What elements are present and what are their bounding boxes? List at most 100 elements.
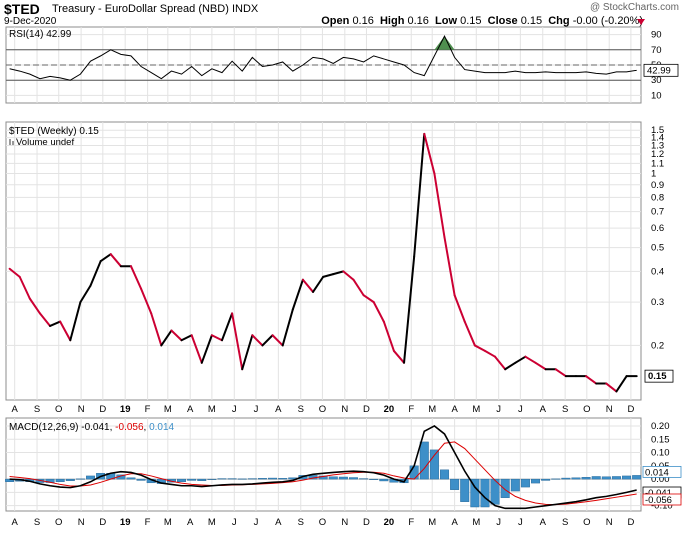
macd-histogram-bar [571,477,581,480]
price-segment [534,361,547,371]
macd-histogram-bar [510,478,520,492]
macd-histogram-bar [348,477,358,480]
x-axis-label-upper: 19 [120,404,131,415]
x-axis-label-upper: 20 [384,404,395,415]
x-axis-label-lower: S [298,517,304,528]
price-segment [170,329,183,342]
x-axis-label-upper: J [518,404,523,415]
x-axis-label-upper: N [341,404,348,415]
macd-histogram-bar [369,478,379,480]
price-segment [322,273,335,278]
price-segment [312,275,325,293]
price-segment [301,278,315,293]
price-legend: $TED (Weekly) 0.15 [9,126,99,137]
x-axis-label-upper: J [496,404,501,415]
macd-histogram-bar [419,441,429,480]
macd-histogram-bar [480,478,490,508]
macd-histogram-bar [601,476,611,480]
macd-histogram-bar [611,476,621,480]
price-segment [382,320,395,352]
price-segment [281,308,294,347]
macd-histogram-bar [551,478,561,480]
price-segment [524,355,537,364]
price-ytick-label: 0.7 [651,207,664,218]
macd-histogram-bar [460,478,470,502]
x-axis-label-lower: 20 [384,517,395,528]
open-value: 0.16 [352,15,374,27]
macd-histogram-bar [561,477,571,480]
price-segment [200,334,213,364]
price-segment [615,375,628,393]
macd-histogram-bar [86,475,96,480]
x-axis-label-lower: O [583,517,590,528]
macd-histogram-bar [217,478,227,480]
price-segment [332,270,345,276]
macd-histogram-bar [268,477,278,480]
price-value-box [644,369,674,383]
price-ytick-label: 0.4 [651,266,664,277]
macd-panel-frame [5,417,642,512]
chart-date: 9-Dec-2020 [4,16,57,27]
price-segment [99,253,112,263]
x-axis-label-upper: A [275,404,282,415]
price-segment [261,334,274,347]
x-axis-label-upper: F [145,404,151,415]
x-axis-label-lower: M [208,517,216,528]
macd-ytick-label: 0.20 [651,421,670,432]
rsi-ytick-label: 70 [651,45,662,56]
rsi-overbought-fill [444,36,455,50]
x-axis-label-upper: A [540,404,547,415]
x-axis-label-upper: O [319,404,326,415]
x-axis-label-lower: D [627,517,634,528]
price-segment [372,301,385,323]
macd-histogram-bar [278,478,288,480]
macd-signal-value-box [642,493,682,506]
macd-ytick-label: 0.10 [651,448,670,459]
security-name: Treasury - EuroDollar Spread (NBD) [52,3,229,15]
macd-histogram-bar [75,478,85,480]
macd-histogram-bar [429,449,439,480]
x-axis-label-lower: A [11,517,18,528]
x-axis-label-upper: F [408,404,414,415]
x-axis-label-lower: N [606,517,613,528]
price-segment [8,267,21,278]
price-ytick-label: 0.5 [651,243,664,254]
price-ytick-label: 1 [651,169,656,180]
macd-ytick-label: -0.10 [651,501,673,512]
ohlc-readout: Open 0.16 High 0.16 Low 0.15 Close 0.15 … [321,15,643,27]
macd-histogram-bar [5,478,15,482]
price-ytick-label: 1.2 [651,149,664,160]
price-ytick-label: 0.2 [651,340,664,351]
macd-legend-part: MACD(12,26,9) [9,422,81,433]
price-segment [473,344,486,352]
price-segment [605,382,618,393]
x-axis-label-lower: S [34,517,40,528]
price-segment [463,320,476,347]
price-segment [504,361,517,371]
price-segment [59,320,72,342]
x-axis-label-upper: D [99,404,106,415]
low-value: 0.15 [460,15,482,27]
macd-histogram-bar [65,478,75,481]
price-segment [28,297,41,315]
x-axis-label-lower: J [232,517,237,528]
price-segment [180,334,193,342]
x-axis-label-lower: J [518,517,523,528]
x-axis-label-upper: A [11,404,18,415]
price-segment [362,294,375,304]
x-axis-label-lower: M [164,517,172,528]
x-axis-label-lower: F [145,517,151,528]
high-value: 0.16 [407,15,429,27]
price-segment [49,320,62,327]
x-axis-label-lower: M [472,517,480,528]
rsi-overbought-fill [434,36,445,50]
price-segment [89,260,102,287]
ticker-symbol: $TED [4,1,40,17]
macd-histogram-bar [379,478,389,482]
exchange-label: INDX [231,3,259,15]
x-axis-label-lower: D [99,517,106,528]
rsi-line [9,34,637,81]
close-label: Close [487,15,518,27]
rsi-ytick-label: 90 [651,30,662,41]
